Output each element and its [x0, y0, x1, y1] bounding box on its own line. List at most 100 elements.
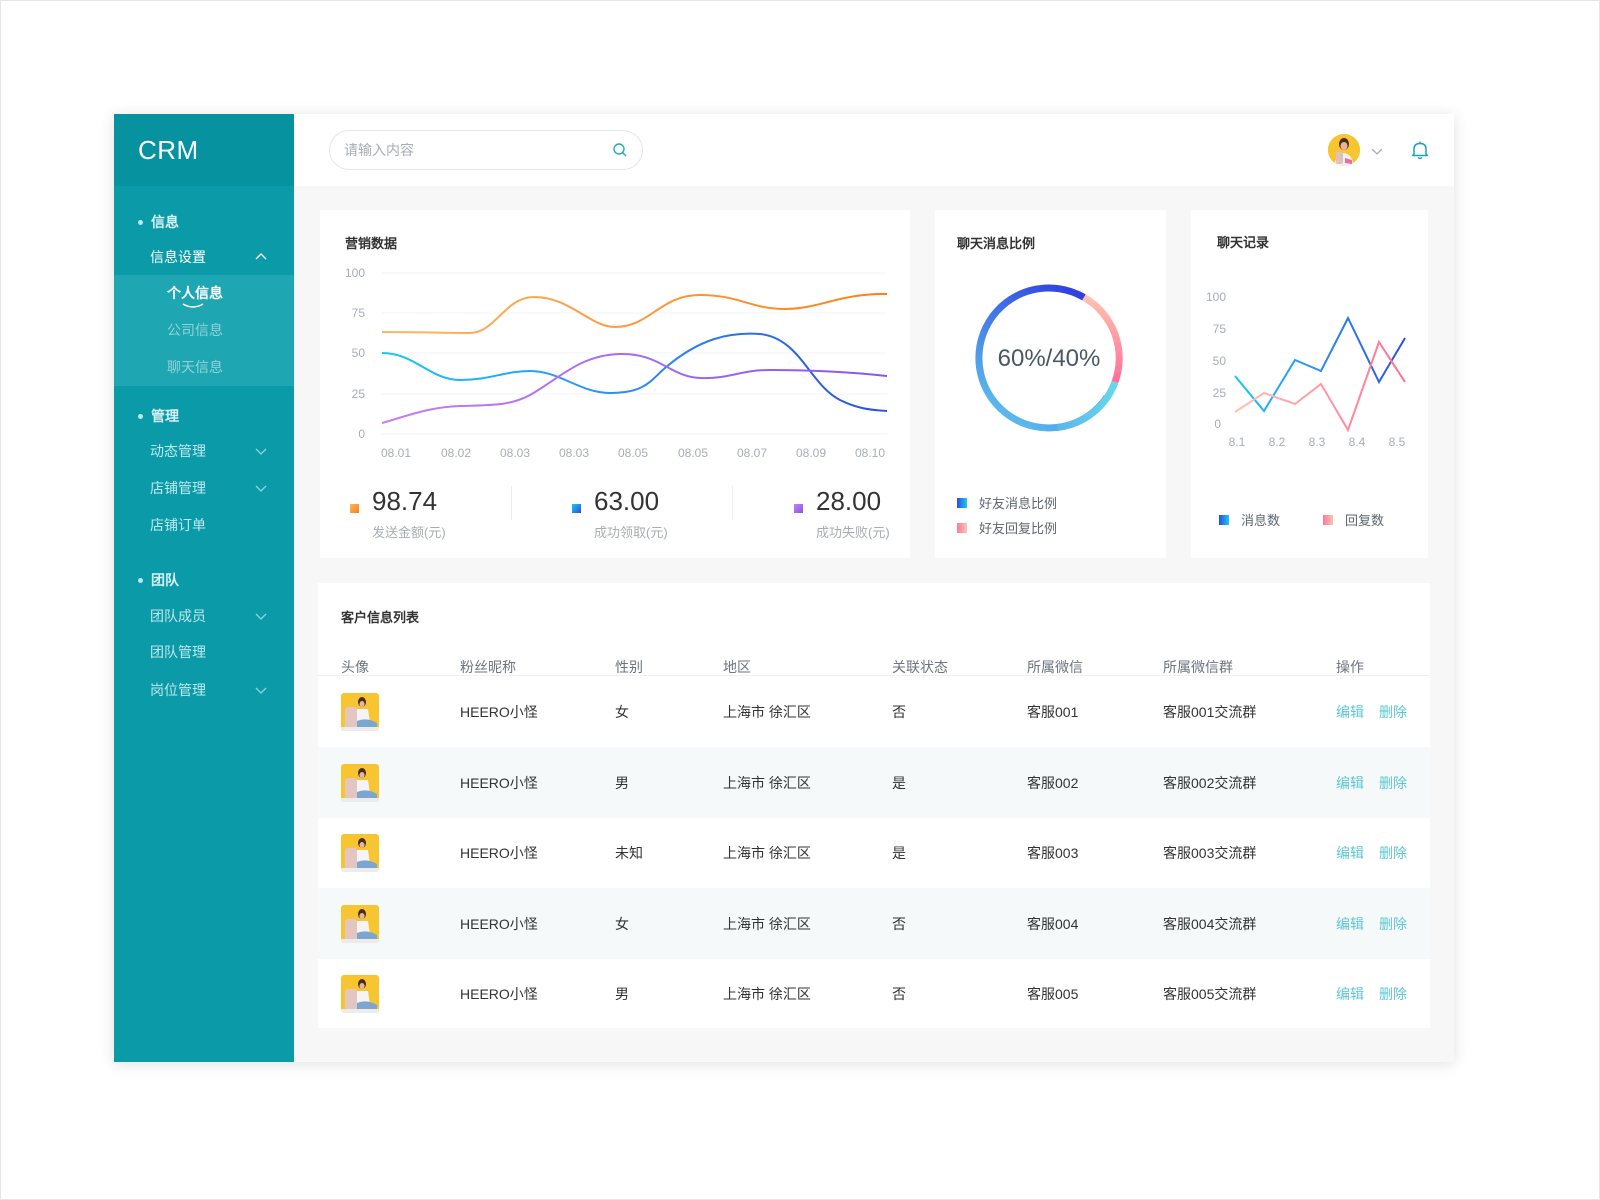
delete-button[interactable]: 删除 — [1379, 986, 1407, 1002]
svg-text:100: 100 — [345, 266, 365, 280]
search-icon[interactable] — [612, 142, 628, 158]
edit-button[interactable]: 编辑 — [1336, 916, 1364, 932]
chevron-down-icon[interactable] — [1370, 144, 1384, 158]
cell-nickname: HEERO小怪 — [460, 986, 538, 1002]
sidebar-item-personal-info[interactable]: 个人信息 — [114, 275, 294, 311]
row-avatar — [341, 975, 379, 1013]
row-avatar — [341, 834, 379, 872]
blue-swatch-icon — [572, 504, 581, 513]
sidebar-item-position-manage[interactable]: 岗位管理 — [114, 672, 294, 708]
cell-wechat: 客服004 — [1027, 916, 1079, 932]
sidebar-item-label: 动态管理 — [150, 443, 206, 459]
sidebar: CRM 信息 信息设置 个人信息 公司信息 聊天信息 管理 动态管理 — [114, 114, 294, 1062]
marketing-card: 营销数据 100 75 50 25 0 08.01 08.02 08.03 08… — [320, 210, 910, 558]
delete-button[interactable]: 删除 — [1379, 704, 1407, 720]
nav-group-label: 信息 — [151, 214, 179, 230]
chat-ratio-donut-chart: 60%/40% — [975, 284, 1123, 432]
chat-ratio-card: 聊天消息比例 60%/40% 好友消息比例 好友回复比例 — [935, 210, 1166, 558]
sidebar-item-label: 个人信息 — [167, 285, 223, 301]
sidebar-item-shop-manage[interactable]: 店铺管理 — [114, 470, 294, 506]
cell-wechat: 客服005 — [1027, 986, 1079, 1002]
sidebar-item-company-info[interactable]: 公司信息 — [114, 312, 294, 348]
user-avatar[interactable] — [1328, 134, 1360, 166]
svg-text:25: 25 — [352, 387, 366, 401]
nav-group-info: 信息 — [138, 212, 179, 232]
legend-reply-count: 回复数 — [1323, 510, 1384, 529]
column-header-avatar: 头像 — [341, 659, 369, 675]
edit-button[interactable]: 编辑 — [1336, 775, 1364, 791]
edit-button[interactable]: 编辑 — [1336, 986, 1364, 1002]
cell-region: 上海市 徐汇区 — [723, 916, 811, 932]
stat-value: 63.00 — [594, 486, 660, 516]
sidebar-item-team-members[interactable]: 团队成员 — [114, 598, 294, 634]
svg-text:08.09: 08.09 — [796, 446, 826, 460]
sidebar-item-team-manage[interactable]: 团队管理 — [114, 634, 294, 670]
active-indicator-icon — [182, 303, 204, 308]
cell-wechat-group: 客服001交流群 — [1163, 704, 1257, 720]
legend-label: 消息数 — [1241, 513, 1281, 528]
search-input[interactable] — [344, 142, 612, 158]
chevron-down-icon — [255, 448, 267, 455]
table-row: HEERO小怪 女 上海市 徐汇区 否 客服001 客服001交流群 编辑 删除 — [318, 676, 1430, 747]
cell-wechat: 客服001 — [1027, 704, 1079, 720]
blue-swatch-icon — [1219, 514, 1229, 525]
sidebar-item-dynamic-manage[interactable]: 动态管理 — [114, 433, 294, 469]
cell-region: 上海市 徐汇区 — [723, 986, 811, 1002]
nav-group-label: 团队 — [151, 572, 179, 588]
chevron-up-icon — [255, 253, 267, 260]
svg-text:25: 25 — [1213, 386, 1227, 400]
cell-nickname: HEERO小怪 — [460, 775, 538, 791]
svg-text:8.1: 8.1 — [1229, 435, 1246, 449]
cell-nickname: HEERO小怪 — [460, 704, 538, 720]
svg-text:50: 50 — [352, 346, 366, 360]
stat-label: 发送金额(元) — [372, 525, 446, 540]
cell-wechat-group: 客服004交流群 — [1163, 916, 1257, 932]
crm-app: CRM 信息 信息设置 个人信息 公司信息 聊天信息 管理 动态管理 — [114, 114, 1454, 1062]
delete-button[interactable]: 删除 — [1379, 916, 1407, 932]
svg-text:08.05: 08.05 — [678, 446, 708, 460]
svg-text:8.3: 8.3 — [1309, 435, 1326, 449]
orange-swatch-icon — [350, 504, 359, 513]
marketing-line-chart: 100 75 50 25 0 08.01 08.02 08.03 08.03 0… — [345, 266, 888, 460]
sidebar-item-shop-orders[interactable]: 店铺订单 — [114, 507, 294, 543]
column-header-wechat-group: 所属微信群 — [1163, 659, 1233, 675]
chevron-down-icon — [255, 485, 267, 492]
chat-record-line-chart: 100 75 50 25 0 8.1 8.2 8.3 8.4 8.5 — [1206, 290, 1406, 449]
sidebar-item-info-settings[interactable]: 信息设置 — [114, 239, 294, 275]
svg-text:8.5: 8.5 — [1389, 435, 1406, 449]
svg-text:08.01: 08.01 — [381, 446, 411, 460]
table-row: HEERO小怪 女 上海市 徐汇区 否 客服004 客服004交流群 编辑 删除 — [318, 888, 1430, 959]
svg-text:8.4: 8.4 — [1349, 435, 1366, 449]
nav-group-manage: 管理 — [138, 406, 179, 426]
bell-icon[interactable] — [1410, 140, 1430, 160]
cell-nickname: HEERO小怪 — [460, 916, 538, 932]
avatar-image-icon — [341, 693, 379, 731]
cell-nickname: HEERO小怪 — [460, 845, 538, 861]
chevron-down-icon — [255, 687, 267, 694]
delete-button[interactable]: 删除 — [1379, 775, 1407, 791]
logo-band: CRM — [114, 114, 294, 186]
sidebar-item-label: 信息设置 — [150, 249, 206, 265]
stat-value: 28.00 — [816, 486, 882, 516]
bullet-icon — [138, 577, 143, 583]
delete-button[interactable]: 删除 — [1379, 845, 1407, 861]
cell-linked: 是 — [892, 845, 906, 861]
column-header-linked: 关联状态 — [892, 659, 948, 675]
app-logo[interactable]: CRM — [138, 134, 199, 165]
avatar-image-icon — [1328, 134, 1360, 166]
bullet-icon — [138, 219, 143, 225]
legend-label: 好友消息比例 — [979, 496, 1058, 511]
search-box[interactable] — [329, 130, 643, 170]
sidebar-item-chat-info[interactable]: 聊天信息 — [114, 349, 294, 385]
legend-label: 好友回复比例 — [979, 521, 1058, 536]
cell-wechat-group: 客服005交流群 — [1163, 986, 1257, 1002]
table-row: HEERO小怪 男 上海市 徐汇区 否 客服005 客服005交流群 编辑 删除 — [318, 958, 1430, 1029]
svg-text:100: 100 — [1206, 290, 1226, 304]
legend-label: 回复数 — [1345, 513, 1385, 528]
column-header-actions: 操作 — [1336, 659, 1364, 675]
edit-button[interactable]: 编辑 — [1336, 845, 1364, 861]
cell-region: 上海市 徐汇区 — [723, 704, 811, 720]
svg-text:0: 0 — [358, 427, 365, 441]
avatar-image-icon — [341, 764, 379, 802]
edit-button[interactable]: 编辑 — [1336, 704, 1364, 720]
